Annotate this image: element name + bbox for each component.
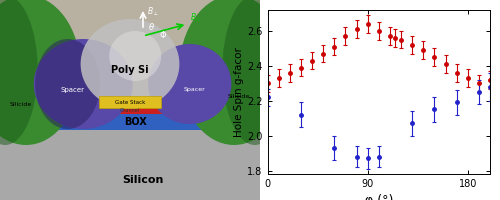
X-axis label: φ (°): φ (°) <box>364 194 393 200</box>
Ellipse shape <box>34 39 132 129</box>
Ellipse shape <box>222 0 288 145</box>
Ellipse shape <box>148 44 232 124</box>
Text: $\Phi$: $\Phi$ <box>158 29 166 40</box>
Text: $B_{//}$: $B_{//}$ <box>190 11 200 24</box>
Text: Silicide: Silicide <box>10 102 32 106</box>
Text: Spacer: Spacer <box>184 88 206 92</box>
Ellipse shape <box>180 0 288 145</box>
Polygon shape <box>0 0 260 200</box>
Ellipse shape <box>80 19 180 109</box>
Ellipse shape <box>35 39 100 129</box>
Ellipse shape <box>0 0 80 145</box>
Text: Poly Si: Poly Si <box>111 65 149 75</box>
Ellipse shape <box>0 0 38 145</box>
Polygon shape <box>0 130 260 200</box>
Text: Silicide: Silicide <box>228 94 250 98</box>
Text: Gate Stack: Gate Stack <box>115 99 145 104</box>
Text: $B_\perp$: $B_\perp$ <box>147 5 158 18</box>
Text: Channel: Channel <box>120 108 140 114</box>
Text: Spacer: Spacer <box>61 87 85 93</box>
Text: Silicon: Silicon <box>122 175 164 185</box>
Ellipse shape <box>109 31 161 81</box>
Polygon shape <box>99 96 161 108</box>
Polygon shape <box>0 108 260 114</box>
Text: $\theta$: $\theta$ <box>148 21 155 32</box>
Text: BOX: BOX <box>124 117 146 127</box>
Polygon shape <box>0 114 260 130</box>
Y-axis label: Hole Spin g-facor: Hole Spin g-facor <box>234 47 244 137</box>
